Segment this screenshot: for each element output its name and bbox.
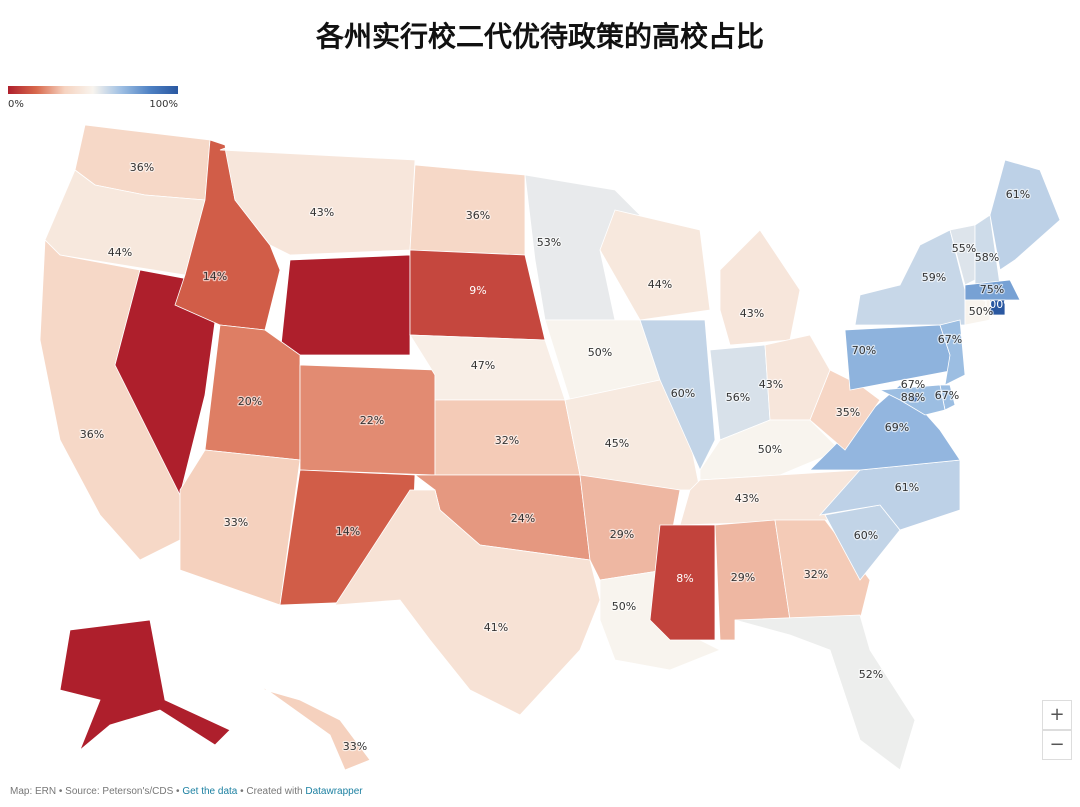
- value-label: 44%: [648, 278, 672, 291]
- region: [334, 489, 601, 716]
- value-label: 14%: [203, 270, 227, 283]
- value-label: 55%: [952, 242, 976, 255]
- region: [259, 684, 371, 771]
- value-label: 43%: [759, 378, 783, 391]
- region: [649, 524, 716, 641]
- value-label: 69%: [885, 421, 909, 434]
- value-label: 29%: [610, 528, 634, 541]
- region: [524, 174, 641, 321]
- region: [809, 369, 881, 451]
- region: [734, 614, 916, 771]
- get-data-link[interactable]: Get the data: [182, 786, 238, 797]
- value-label: 41%: [484, 621, 508, 634]
- region: [179, 449, 301, 606]
- value-label: 61%: [1006, 188, 1030, 201]
- value-label: 70%: [852, 344, 876, 357]
- value-label: 33%: [224, 516, 248, 529]
- value-label: 36%: [466, 209, 490, 222]
- legend-label: 100%: [149, 99, 178, 110]
- region: [909, 394, 919, 403]
- value-label: 44%: [108, 246, 132, 259]
- value-label: 20%: [238, 395, 262, 408]
- value-label: 36%: [80, 428, 104, 441]
- legend-label: 0%: [8, 99, 24, 110]
- value-label: 53%: [537, 236, 561, 249]
- value-label: 50%: [588, 346, 612, 359]
- footer-text: • Created with: [237, 786, 306, 797]
- footer: Map: ERN • Source: Peterson's/CDS • Get …: [10, 786, 363, 797]
- value-label: 32%: [804, 568, 828, 581]
- chart-title: 各州实行校二代优待政策的高校占比: [315, 20, 764, 53]
- region: [939, 319, 966, 386]
- value-label: 22%: [360, 414, 384, 427]
- value-label: 59%: [922, 271, 946, 284]
- region: [774, 519, 871, 621]
- value-label: 47%: [471, 359, 495, 372]
- value-label: 58%: [975, 251, 999, 264]
- value-label: 43%: [740, 307, 764, 320]
- value-label: 33%: [343, 740, 367, 753]
- region: [279, 254, 411, 356]
- value-label: 32%: [495, 434, 519, 447]
- region: [964, 299, 991, 326]
- value-label: 60%: [671, 387, 695, 400]
- region: [989, 159, 1061, 271]
- value-label: 52%: [859, 668, 883, 681]
- value-label: 9%: [469, 284, 486, 297]
- value-label: 45%: [605, 437, 629, 450]
- value-label: 36%: [130, 161, 154, 174]
- region: [719, 229, 801, 346]
- value-label: 8%: [676, 572, 693, 585]
- value-label: 67%: [901, 378, 925, 391]
- region: [639, 319, 716, 471]
- value-label: 43%: [310, 206, 334, 219]
- value-label: 61%: [895, 481, 919, 494]
- region: [599, 209, 711, 321]
- value-label: 75%: [980, 283, 1004, 296]
- value-label: 50%: [758, 443, 782, 456]
- value-label: 50%: [969, 305, 993, 318]
- value-label: 100%: [982, 298, 1013, 311]
- zoom-out[interactable]: −: [1042, 730, 1072, 760]
- region: [204, 324, 301, 461]
- zoom-in[interactable]: +: [1042, 700, 1072, 730]
- value-label: 67%: [935, 389, 959, 402]
- value-label: 29%: [731, 571, 755, 584]
- value-label: 43%: [735, 492, 759, 505]
- value-label: 14%: [336, 525, 360, 538]
- region: [59, 619, 231, 751]
- value-label: 67%: [938, 333, 962, 346]
- value-label: 50%: [612, 600, 636, 613]
- region: [854, 229, 966, 326]
- legend-bar: [8, 86, 178, 94]
- value-label: 24%: [511, 512, 535, 525]
- datawrapper-link[interactable]: Datawrapper: [305, 786, 363, 797]
- value-label: 88%: [901, 391, 925, 404]
- value-label: 60%: [854, 529, 878, 542]
- value-label: 56%: [726, 391, 750, 404]
- value-label: 35%: [836, 406, 860, 419]
- footer-text: Map: ERN • Source: Peterson's/CDS •: [10, 786, 183, 797]
